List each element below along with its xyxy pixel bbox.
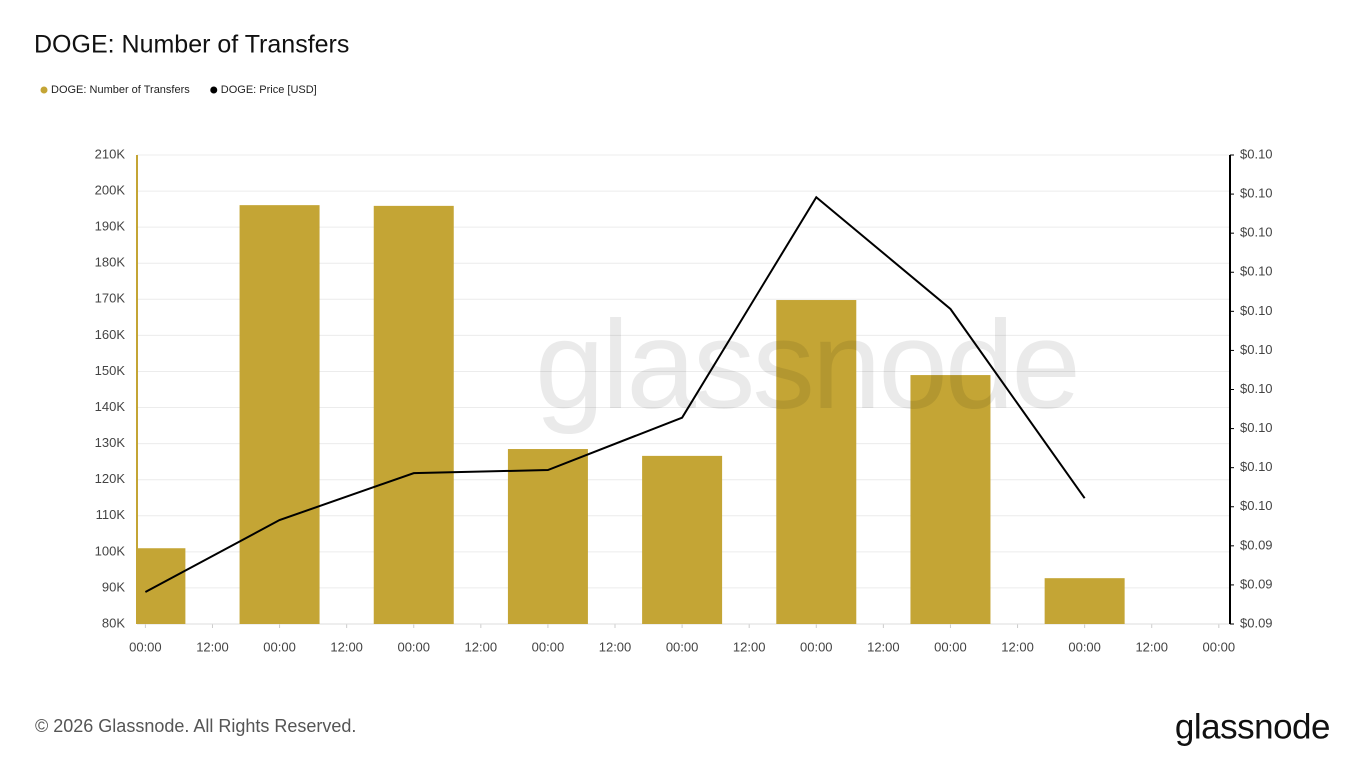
y2-tick-label: $0.10 [1240, 342, 1273, 357]
bar [642, 455, 723, 624]
y-tick-label: 140K [95, 399, 126, 414]
x-tick-label: 12:00 [465, 639, 498, 654]
x-tick-label: 00:00 [800, 639, 833, 654]
bar [507, 449, 588, 624]
y-tick-label: 110K [96, 507, 126, 522]
y2-tick-label: $0.10 [1240, 225, 1273, 240]
y-tick-label: 160K [95, 327, 126, 342]
y2-tick-label: $0.09 [1240, 576, 1273, 591]
x-tick-label: 00:00 [1203, 639, 1236, 654]
y-tick-label: 190K [95, 219, 126, 234]
y2-tick-label: $0.09 [1240, 537, 1273, 552]
x-tick-label: 12:00 [867, 639, 900, 654]
x-tick-label: 12:00 [1001, 639, 1034, 654]
x-tick-label: 00:00 [666, 639, 699, 654]
bar [776, 300, 857, 624]
price-line [144, 195, 1086, 593]
bar [373, 205, 454, 624]
x-tick-label: 12:00 [1135, 639, 1168, 654]
x-tick-label: 00:00 [934, 639, 967, 654]
legend-label: DOGE: Price [USD] [221, 84, 317, 96]
y2-tick-label: $0.10 [1240, 146, 1273, 161]
x-tick-label: 00:00 [397, 639, 430, 654]
y-tick-label: 80K [102, 615, 125, 630]
plot-area: glassnode [137, 205, 1125, 624]
x-tick-label: 12:00 [733, 639, 766, 654]
overlay [144, 195, 1086, 593]
bar [239, 205, 320, 624]
y-tick-label: 90K [102, 579, 125, 594]
y-tick-label: 210K [95, 146, 126, 161]
y2-tick-label: $0.10 [1240, 420, 1273, 435]
y-tick-label: 170K [95, 291, 126, 306]
y-tick-label: 150K [95, 363, 126, 378]
x-tick-label: 12:00 [196, 639, 229, 654]
watermark: glassnode [535, 296, 1078, 435]
y-tick-label: 180K [95, 255, 126, 270]
x-tick-label: 00:00 [263, 639, 296, 654]
x-tick-label: 12:00 [599, 639, 632, 654]
bar [910, 375, 991, 624]
x-tick-label: 00:00 [129, 639, 162, 654]
x-tick-label: 00:00 [532, 639, 565, 654]
y2-tick-label: $0.10 [1240, 459, 1273, 474]
chart-title: DOGE: Number of Transfers [34, 31, 349, 59]
bar [1044, 578, 1125, 624]
y-tick-label: 120K [95, 471, 126, 486]
y2-tick-label: $0.10 [1240, 498, 1273, 513]
y-tick-label: 200K [95, 183, 126, 198]
legend-marker [40, 86, 48, 94]
y2-tick-label: $0.10 [1240, 381, 1273, 396]
y2-tick-label: $0.10 [1240, 186, 1273, 201]
y2-tick-label: $0.10 [1240, 303, 1273, 318]
legend-marker [210, 86, 218, 94]
y-tick-label: 130K [95, 435, 126, 450]
x-tick-label: 12:00 [330, 639, 363, 654]
logo: glassnode [1175, 707, 1330, 746]
y2-tick-label: $0.10 [1240, 264, 1273, 279]
bar [137, 548, 186, 624]
y-tick-label: 100K [95, 543, 126, 558]
legend-label: DOGE: Number of Transfers [51, 84, 190, 96]
x-tick-label: 00:00 [1068, 639, 1101, 654]
y2-tick-label: $0.09 [1240, 615, 1273, 630]
footer: © 2026 Glassnode. All Rights Reserved. [35, 716, 356, 736]
